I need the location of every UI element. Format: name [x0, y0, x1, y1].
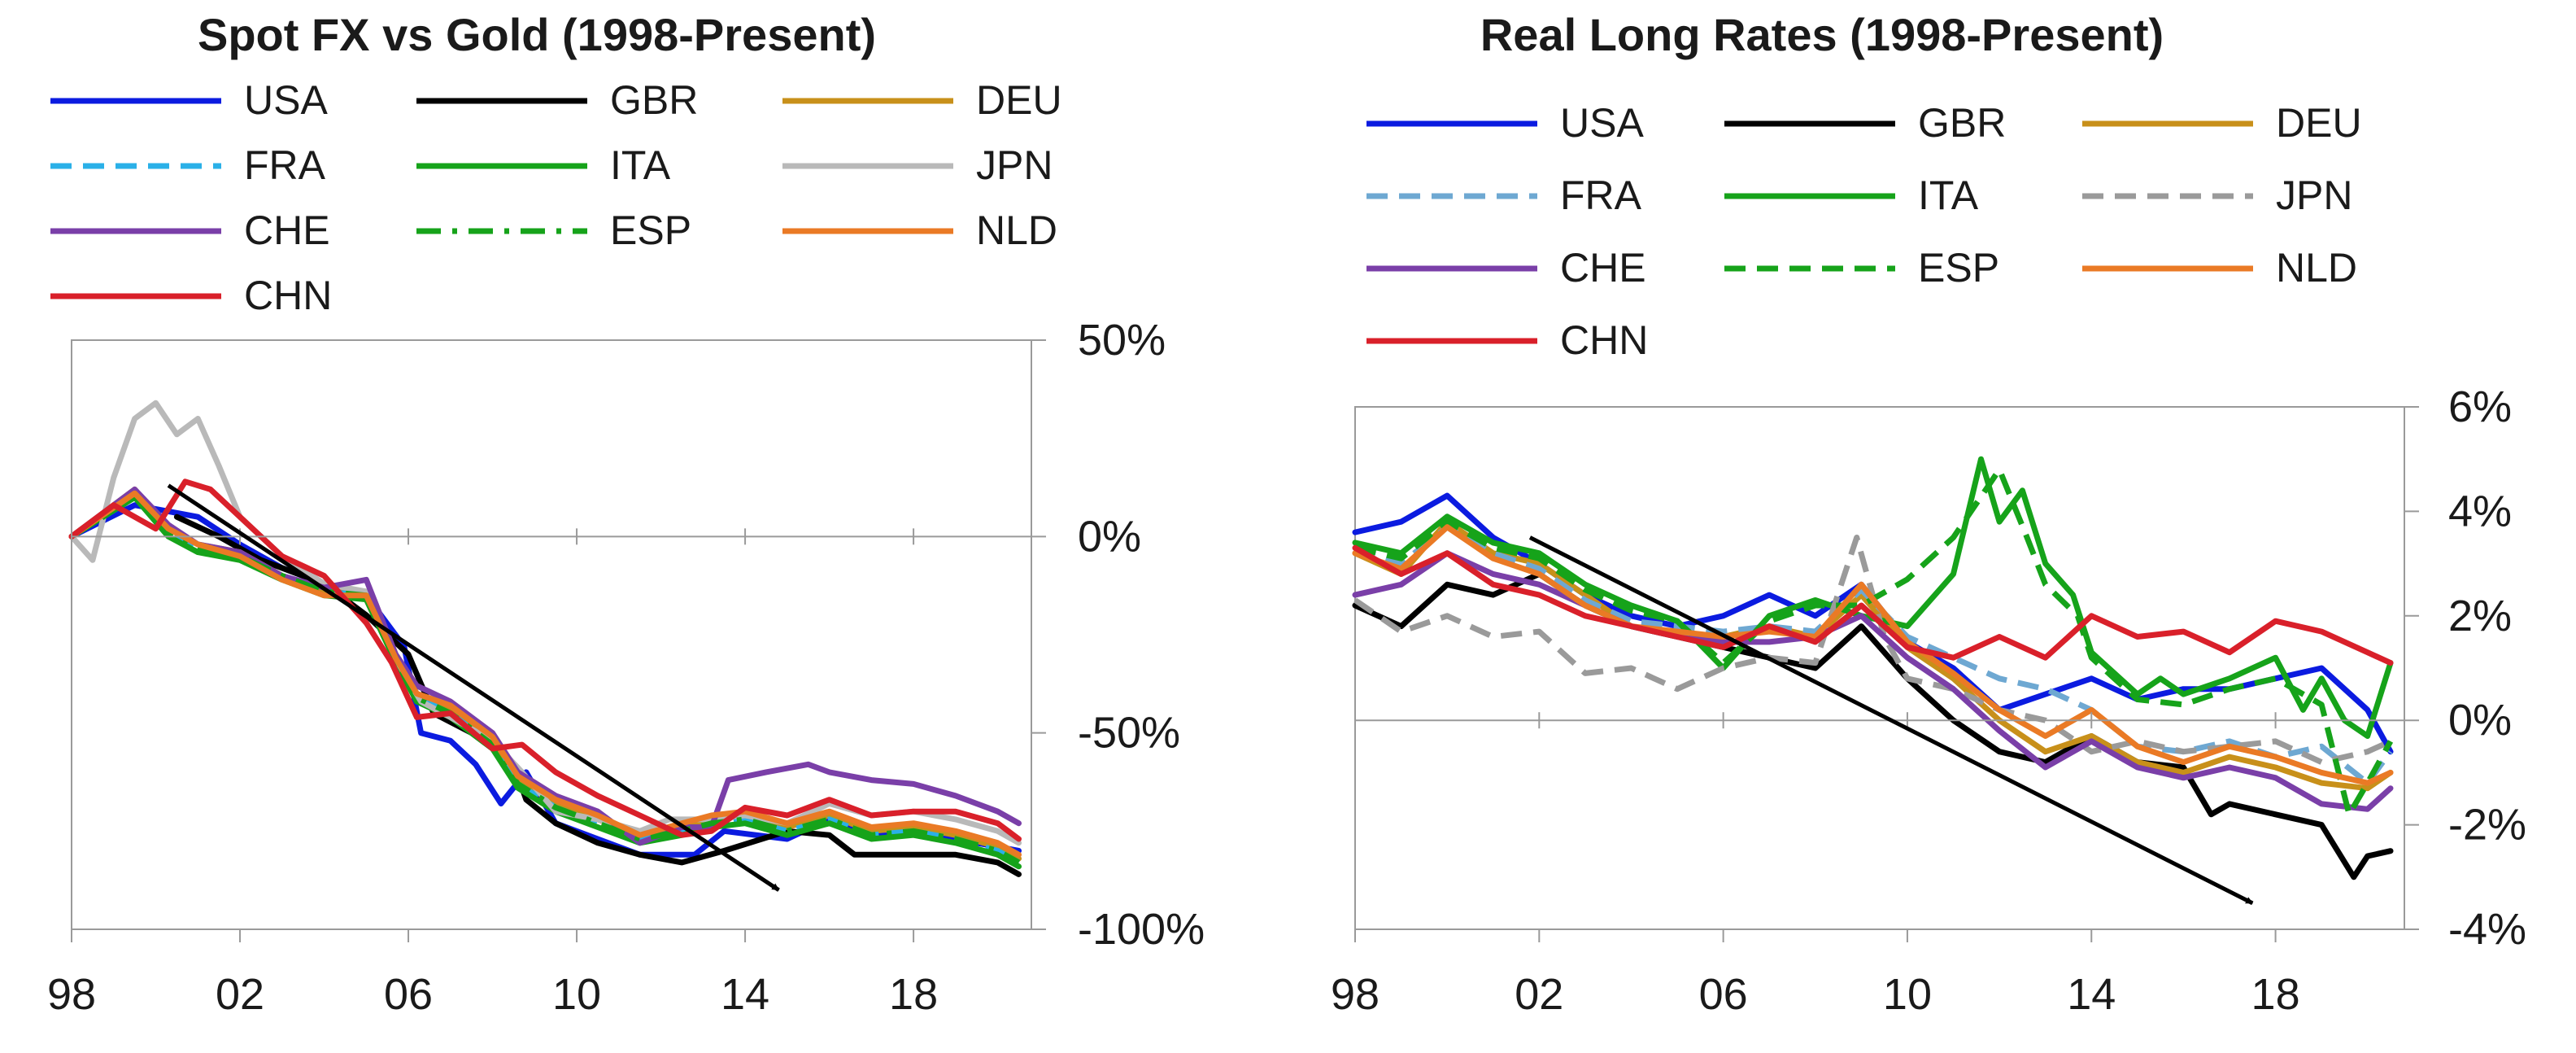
chart-real-long-rates: Real Long Rates (1998-Present) USA GBR DEU… [1331, 9, 2526, 1019]
chart-title: Spot FX vs Gold (1998-Present) [198, 9, 876, 60]
y-tick-label: 0% [1078, 512, 1141, 561]
legend-item-che: CHE [50, 208, 330, 253]
x-tick-label: 06 [1699, 970, 1748, 1019]
y-tick-label: 6% [2448, 382, 2512, 431]
chart-legend: USA GBR DEU FRA ITA JPN CHE ESP NLD CHN [1366, 100, 2362, 363]
x-tick-label: 98 [47, 970, 96, 1019]
trend-arrow [1528, 535, 2254, 906]
legend-item-gbr: GBR [1724, 100, 2006, 146]
axis-layer: 6% 4% 2% 0% -2% -4% 98 02 06 10 14 18 [1331, 382, 2526, 1019]
series-layer [68, 400, 1022, 877]
legend-item-deu: DEU [782, 77, 1062, 123]
legend-item-usa: USA [50, 77, 328, 123]
legend-label: USA [244, 77, 328, 123]
trend-arrow-layer [1528, 535, 2254, 906]
legend-label: ITA [610, 142, 671, 188]
legend-item-fra: FRA [1366, 173, 1642, 218]
legend-label: CHE [244, 208, 330, 253]
legend-item-esp: ESP [416, 208, 691, 253]
chart-spot-fx-vs-gold: Spot FX vs Gold (1998-Present) USA GBR DEU… [47, 9, 1205, 1019]
legend-item-chn: CHN [1366, 317, 1648, 363]
legend-item-deu: DEU [2082, 100, 2362, 146]
series-line-jpn [68, 400, 1022, 846]
plot-frame [1354, 406, 2405, 930]
legend-label: FRA [244, 142, 326, 188]
legend-item-ita: ITA [416, 142, 671, 188]
x-tick-label: 10 [1883, 970, 1932, 1019]
series-line-ita [1352, 456, 2394, 739]
legend-label: USA [1560, 100, 1644, 146]
series-line-nld [68, 490, 1022, 858]
legend-label: NLD [2276, 245, 2357, 291]
legend-label: GBR [1918, 100, 2006, 146]
series-line-chn [68, 478, 1022, 842]
legend-label: CHN [244, 273, 332, 318]
legend-label: CHN [1560, 317, 1648, 363]
trend-arrow-layer [167, 483, 780, 892]
plot-frame [71, 339, 1032, 930]
x-tick-label: 18 [2251, 970, 2300, 1019]
y-tick-label: 2% [2448, 592, 2512, 640]
axis-layer: 50% 0% -50% -100% 98 02 06 10 14 18 [47, 316, 1205, 1019]
y-tick-label: -100% [1078, 905, 1205, 954]
legend-label: DEU [976, 77, 1062, 123]
series-line-nld [1352, 524, 2394, 786]
legend-label: ESP [610, 208, 691, 253]
x-tick-label: 14 [721, 970, 769, 1019]
series-line-esp [70, 494, 1021, 865]
legend-label: NLD [976, 208, 1057, 253]
y-tick-label: -4% [2448, 905, 2526, 954]
legend-label: JPN [2276, 173, 2352, 218]
trend-arrow [167, 483, 780, 892]
legend-item-gbr: GBR [416, 77, 698, 123]
legend-label: ITA [1918, 173, 1979, 218]
legend-item-fra: FRA [50, 142, 326, 188]
series-line-jpn [1353, 535, 2392, 766]
legend-label: ESP [1918, 245, 1999, 291]
y-tick-label: 4% [2448, 487, 2512, 535]
series-line-chn [1352, 544, 2394, 666]
legend-label: JPN [976, 142, 1053, 188]
legend-label: CHE [1560, 245, 1646, 291]
legend-item-esp: ESP [1724, 245, 1999, 291]
legend-item-jpn: JPN [782, 142, 1053, 188]
legend-label: DEU [2276, 100, 2362, 146]
y-tick-label: -50% [1078, 709, 1180, 758]
x-tick-label: 10 [552, 970, 601, 1019]
series-line-che [1352, 550, 2394, 812]
x-tick-label: 98 [1331, 970, 1380, 1019]
legend-item-usa: USA [1366, 100, 1644, 146]
x-tick-label: 06 [384, 970, 433, 1019]
legend-item-nld: NLD [782, 208, 1057, 253]
y-tick-label: 0% [2448, 696, 2512, 745]
legend-item-nld: NLD [2082, 245, 2357, 291]
series-layer [1352, 456, 2394, 880]
x-tick-label: 02 [1515, 970, 1563, 1019]
chart-title: Real Long Rates (1998-Present) [1480, 9, 2164, 60]
series-line-esp [1354, 466, 2394, 818]
x-tick-label: 14 [2067, 970, 2116, 1019]
chart-legend: USA GBR DEU FRA ITA JPN CHE ESP NLD CHN [50, 77, 1062, 318]
legend-label: GBR [610, 77, 698, 123]
legend-label: FRA [1560, 173, 1642, 218]
legend-item-che: CHE [1366, 245, 1646, 291]
legend-item-chn: CHN [50, 273, 332, 318]
x-tick-label: 18 [889, 970, 938, 1019]
legend-item-jpn: JPN [2082, 173, 2352, 218]
legend-item-ita: ITA [1724, 173, 1979, 218]
x-tick-label: 02 [216, 970, 264, 1019]
y-tick-label: 50% [1078, 316, 1166, 365]
y-tick-label: -2% [2448, 801, 2526, 850]
